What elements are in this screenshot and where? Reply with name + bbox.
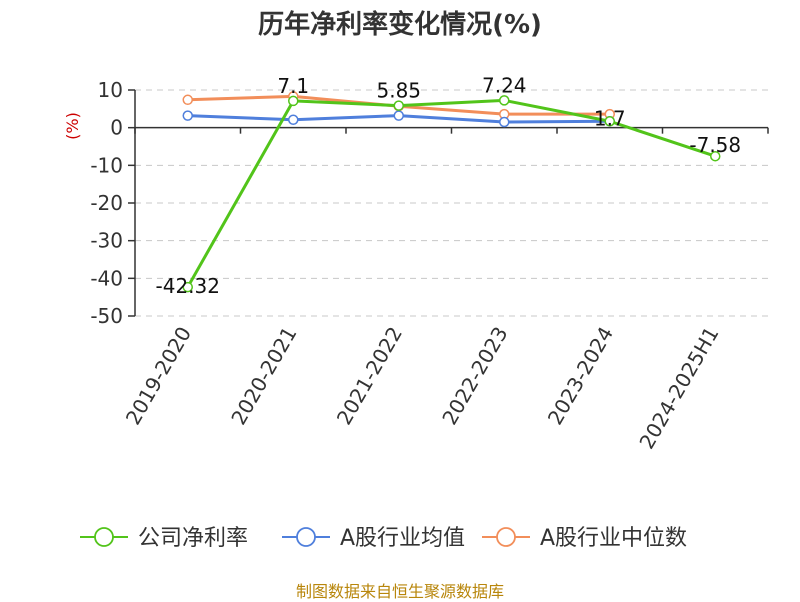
x-tick-label: 2023-2024	[543, 323, 618, 429]
chart-title: 历年净利率变化情况(%)	[258, 10, 542, 40]
y-tick-label: -50	[90, 304, 123, 328]
legend-label: A股行业中位数	[540, 526, 687, 551]
data-label: 5.85	[376, 79, 421, 103]
y-tick-label: 0	[110, 116, 123, 140]
data-label: -7.58	[689, 133, 741, 157]
y-tick-label: 10	[98, 78, 123, 102]
x-tick-label: 2020-2021	[226, 323, 301, 429]
data-point	[288, 114, 299, 126]
y-tick-label: -40	[90, 266, 123, 290]
x-tick-label: 2022-2023	[437, 323, 512, 429]
y-tick-label: -30	[90, 229, 123, 253]
legend-label: 公司净利率	[138, 526, 248, 551]
data-label: 7.24	[482, 73, 527, 97]
data-point	[393, 100, 404, 111]
y-tick-label: -20	[90, 191, 123, 215]
data-point	[182, 110, 193, 121]
y-axis-label: (%)	[63, 112, 82, 140]
x-tick-label: 2024-2025H1	[634, 323, 723, 453]
data-point	[499, 116, 510, 128]
data-point	[499, 95, 510, 106]
legend-marker	[296, 527, 316, 547]
legend-marker	[496, 527, 516, 547]
data-point	[288, 95, 299, 107]
x-tick-label: 2019-2020	[121, 323, 196, 429]
legend-label: A股行业均值	[340, 526, 465, 551]
data-label: 1.7	[594, 106, 626, 130]
data-label: -42.32	[156, 274, 220, 298]
x-tick-label: 2021-2022	[332, 323, 407, 429]
y-tick-label: -10	[90, 153, 123, 177]
legend-marker	[94, 527, 114, 547]
data-label: 7.1	[277, 74, 309, 98]
series-line-0	[186, 98, 716, 288]
data-point	[604, 116, 615, 127]
data-point	[182, 281, 193, 293]
data-point	[182, 94, 193, 106]
source-note: 制图数据来自恒生聚源数据库	[295, 582, 504, 601]
data-point	[393, 110, 404, 121]
data-point	[710, 150, 721, 162]
